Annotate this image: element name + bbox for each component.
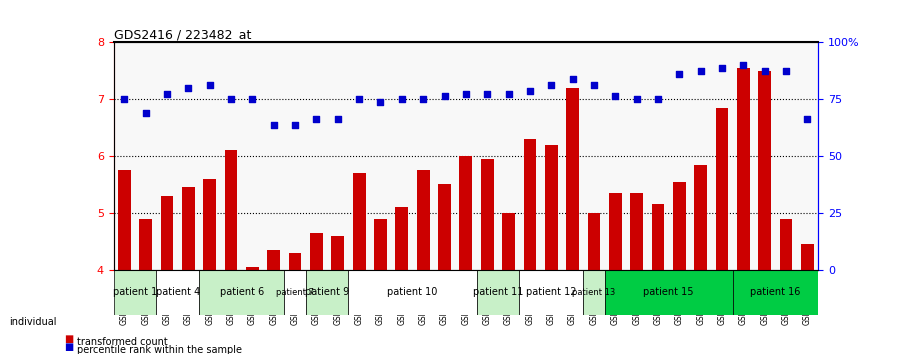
Bar [438,184,451,270]
Text: patient 6: patient 6 [220,287,264,297]
Point [694,68,708,74]
Bar [652,204,664,270]
Bar [204,179,216,270]
Bar [694,165,707,270]
Point [565,76,580,82]
Point [800,116,814,122]
Point [160,91,175,96]
Point [288,122,303,128]
Bar [246,267,259,270]
Text: patient 10: patient 10 [387,287,437,297]
Bar [332,235,345,270]
Point [181,85,195,91]
Text: patient 13: patient 13 [573,288,615,297]
Point [458,91,473,96]
Point [608,93,623,99]
Bar [267,250,280,270]
Point [331,116,345,122]
Text: patient 15: patient 15 [644,287,694,297]
Bar [502,213,515,270]
Text: patient 1: patient 1 [113,287,157,297]
FancyBboxPatch shape [114,270,156,315]
FancyBboxPatch shape [199,270,285,315]
Text: patient 12: patient 12 [526,287,576,297]
Bar [780,218,793,270]
Bar [310,233,323,270]
Bar [375,218,387,270]
FancyBboxPatch shape [733,270,818,315]
Bar [715,108,728,270]
FancyBboxPatch shape [285,270,305,315]
Bar [566,88,579,270]
Point [501,91,515,96]
Text: patient 11: patient 11 [473,287,523,297]
Bar [544,145,557,270]
Bar [459,156,473,270]
Text: patient 7: patient 7 [276,288,315,297]
Point [352,96,366,102]
Point [480,91,494,96]
Point [714,65,729,71]
FancyBboxPatch shape [584,270,604,315]
Point [544,82,558,88]
Text: transformed count: transformed count [77,337,168,347]
Bar [801,244,814,270]
Text: percentile rank within the sample: percentile rank within the sample [77,346,243,354]
Point [779,68,794,74]
FancyBboxPatch shape [476,270,519,315]
Point [651,96,665,102]
Bar [139,218,152,270]
Bar [587,213,600,270]
Point [224,96,238,102]
Bar [673,182,685,270]
Bar [416,170,430,270]
Bar [524,139,536,270]
Bar [481,159,494,270]
Point [672,71,686,76]
Point [416,96,431,102]
Point [117,96,132,102]
Bar [289,253,302,270]
Point [266,122,281,128]
FancyBboxPatch shape [519,270,584,315]
Point [395,96,409,102]
Text: patient 4: patient 4 [155,287,200,297]
Bar [182,187,195,270]
Point [523,88,537,93]
Bar [225,150,237,270]
Bar [630,193,643,270]
Text: GDS2416 / 223482_at: GDS2416 / 223482_at [114,28,251,41]
Point [437,93,452,99]
Point [757,68,772,74]
Text: ■: ■ [64,342,73,353]
Text: ■: ■ [64,333,73,344]
Bar [609,193,622,270]
Point [586,82,601,88]
Bar [395,207,408,270]
FancyBboxPatch shape [305,270,348,315]
Bar [758,71,771,270]
Bar [353,173,365,270]
Point [203,82,217,88]
Text: individual: individual [9,317,56,327]
Text: patient 9: patient 9 [305,287,349,297]
Text: patient 16: patient 16 [750,287,801,297]
Point [309,116,324,122]
FancyBboxPatch shape [156,270,199,315]
Bar [161,196,174,270]
Point [736,62,751,68]
FancyBboxPatch shape [604,270,733,315]
Point [629,96,644,102]
Point [245,96,260,102]
Bar [737,68,750,270]
Bar [118,170,131,270]
Point [138,111,153,116]
Point [374,99,388,105]
FancyBboxPatch shape [348,270,476,315]
